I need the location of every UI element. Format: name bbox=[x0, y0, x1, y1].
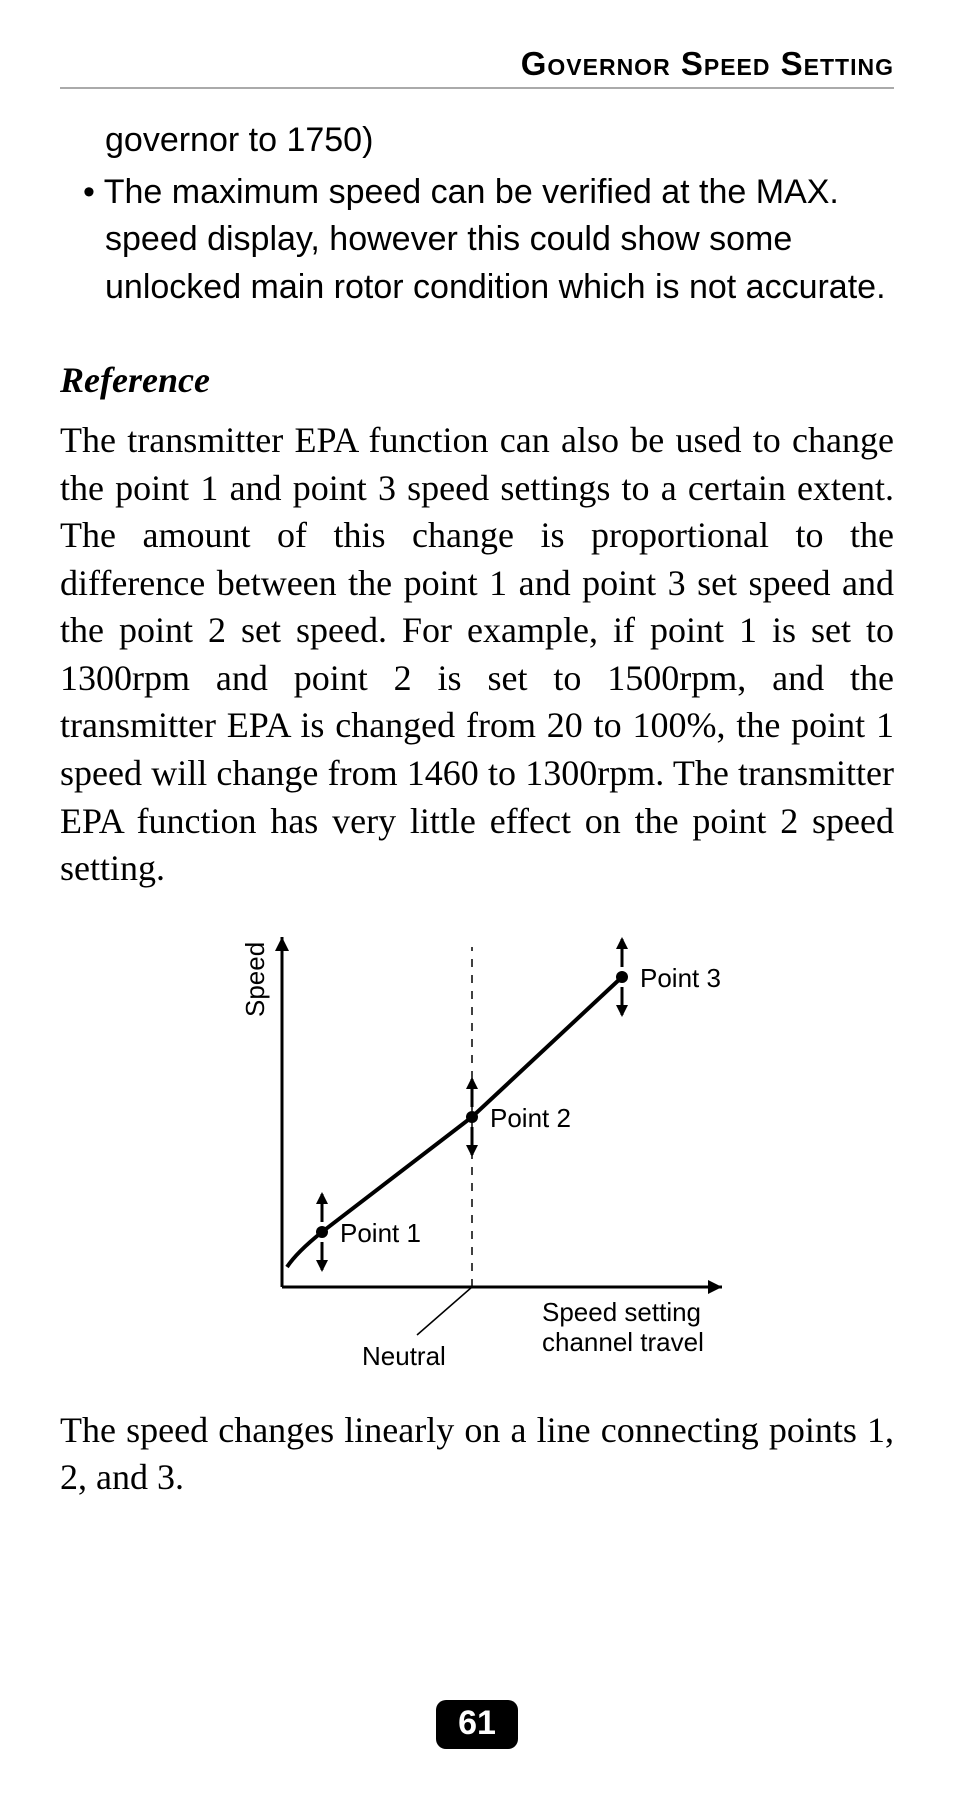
svg-text:Point 1: Point 1 bbox=[340, 1218, 421, 1248]
page-header: Governor Speed Setting bbox=[60, 45, 894, 89]
svg-text:Speed: Speed bbox=[240, 941, 270, 1016]
page-number: 61 bbox=[436, 1700, 518, 1749]
bullet-item: The maximum speed can be verified at the… bbox=[60, 169, 894, 312]
svg-text:Speed setting: Speed setting bbox=[542, 1297, 701, 1327]
svg-text:Point 3: Point 3 bbox=[640, 963, 721, 993]
continued-line: governor to 1750) bbox=[60, 117, 894, 165]
svg-text:Point 2: Point 2 bbox=[490, 1103, 571, 1133]
caption: The speed changes linearly on a line con… bbox=[60, 1407, 894, 1502]
svg-text:channel travel: channel travel bbox=[542, 1327, 704, 1357]
diagram: Point 1 Point 2 Point 3 Speed Neutral Speed s… bbox=[60, 907, 894, 1387]
paragraph: The transmitter EPA function can also be… bbox=[60, 417, 894, 892]
bullet-text: The maximum speed can be verified at the… bbox=[104, 173, 886, 306]
svg-text:Neutral: Neutral bbox=[362, 1341, 446, 1371]
page-number-wrap: 61 bbox=[0, 1700, 954, 1749]
section-title: Reference bbox=[60, 359, 894, 401]
chart-svg: Point 1 Point 2 Point 3 Speed Neutral Speed s… bbox=[177, 907, 777, 1387]
header-title: Governor Speed Setting bbox=[521, 45, 894, 82]
